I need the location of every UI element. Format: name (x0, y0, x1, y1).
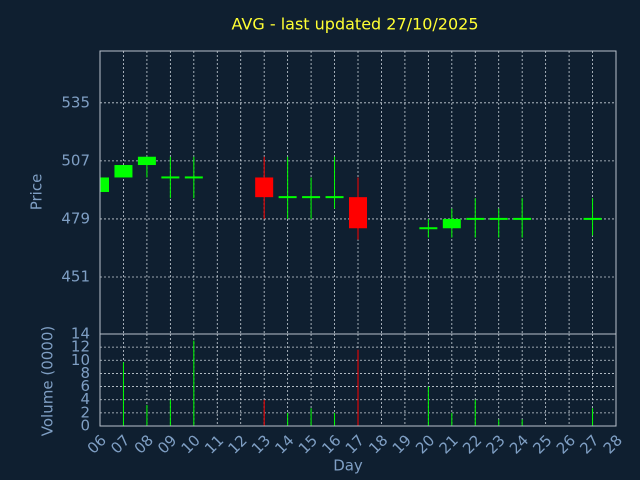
x-tick-label: 16 (318, 431, 344, 457)
candle-body (489, 217, 508, 220)
x-tick-label: 13 (248, 431, 274, 457)
candle-body (442, 218, 461, 229)
candle-body (419, 227, 438, 230)
x-tick-label: 11 (201, 431, 227, 457)
x-tick-label: 12 (225, 431, 251, 457)
y-tick-label: 507 (61, 151, 90, 169)
y-tick-label: 535 (61, 93, 90, 111)
y-tick-label: 12 (71, 338, 90, 356)
volume-panel (100, 334, 616, 426)
candle-body (184, 176, 203, 179)
y-axis-label: Volume (0000) (39, 326, 57, 436)
candle-body (278, 196, 297, 199)
x-tick-label: 25 (529, 431, 555, 457)
y-tick-label: 6 (80, 377, 90, 395)
candle-body (513, 217, 532, 220)
x-tick-label: 10 (178, 431, 204, 457)
x-tick-label: 08 (131, 431, 157, 457)
candle-body (161, 176, 180, 179)
labels: 4514795075350607080910111213141516171819… (61, 93, 626, 457)
y-tick-label: 0 (80, 417, 90, 435)
x-tick-label: 28 (600, 431, 626, 457)
price-panel (100, 51, 616, 334)
x-tick-label: 22 (459, 431, 485, 457)
y-tick-label: 4 (80, 390, 90, 408)
y-tick-label: 451 (61, 267, 90, 285)
x-tick-label: 20 (412, 431, 438, 457)
x-axis-label: Day (333, 457, 363, 475)
candle-body (137, 156, 156, 166)
y-tick-label: 479 (61, 209, 90, 227)
y-axis-label: Price (28, 174, 46, 211)
x-tick-label: 18 (365, 431, 391, 457)
x-tick-label: 27 (576, 431, 602, 457)
x-tick-label: 21 (436, 431, 462, 457)
x-tick-label: 15 (295, 431, 321, 457)
candle-body (466, 217, 485, 220)
x-tick-label: 09 (154, 431, 180, 457)
chart-title: AVG - last updated 27/10/2025 (232, 15, 479, 34)
y-tick-label: 10 (71, 351, 90, 369)
x-tick-label: 26 (553, 431, 579, 457)
candle-body (583, 217, 602, 220)
candle-body (302, 196, 321, 199)
y-tick-label: 8 (80, 364, 90, 382)
x-tick-label: 06 (84, 431, 110, 457)
x-tick-label: 24 (506, 431, 532, 457)
x-tick-label: 23 (483, 431, 509, 457)
candle-body (100, 177, 109, 192)
candle-body (349, 197, 367, 229)
volume-frame (99, 333, 617, 427)
candle-body (325, 196, 344, 199)
candle-body (114, 165, 133, 178)
x-tick-label: 14 (271, 431, 297, 457)
candle-body (255, 177, 274, 198)
y-tick-label: 2 (80, 403, 90, 421)
y-tick-label: 14 (71, 325, 90, 343)
x-tick-label: 07 (107, 431, 133, 457)
x-tick-label: 17 (342, 431, 368, 457)
x-tick-label: 19 (389, 431, 415, 457)
